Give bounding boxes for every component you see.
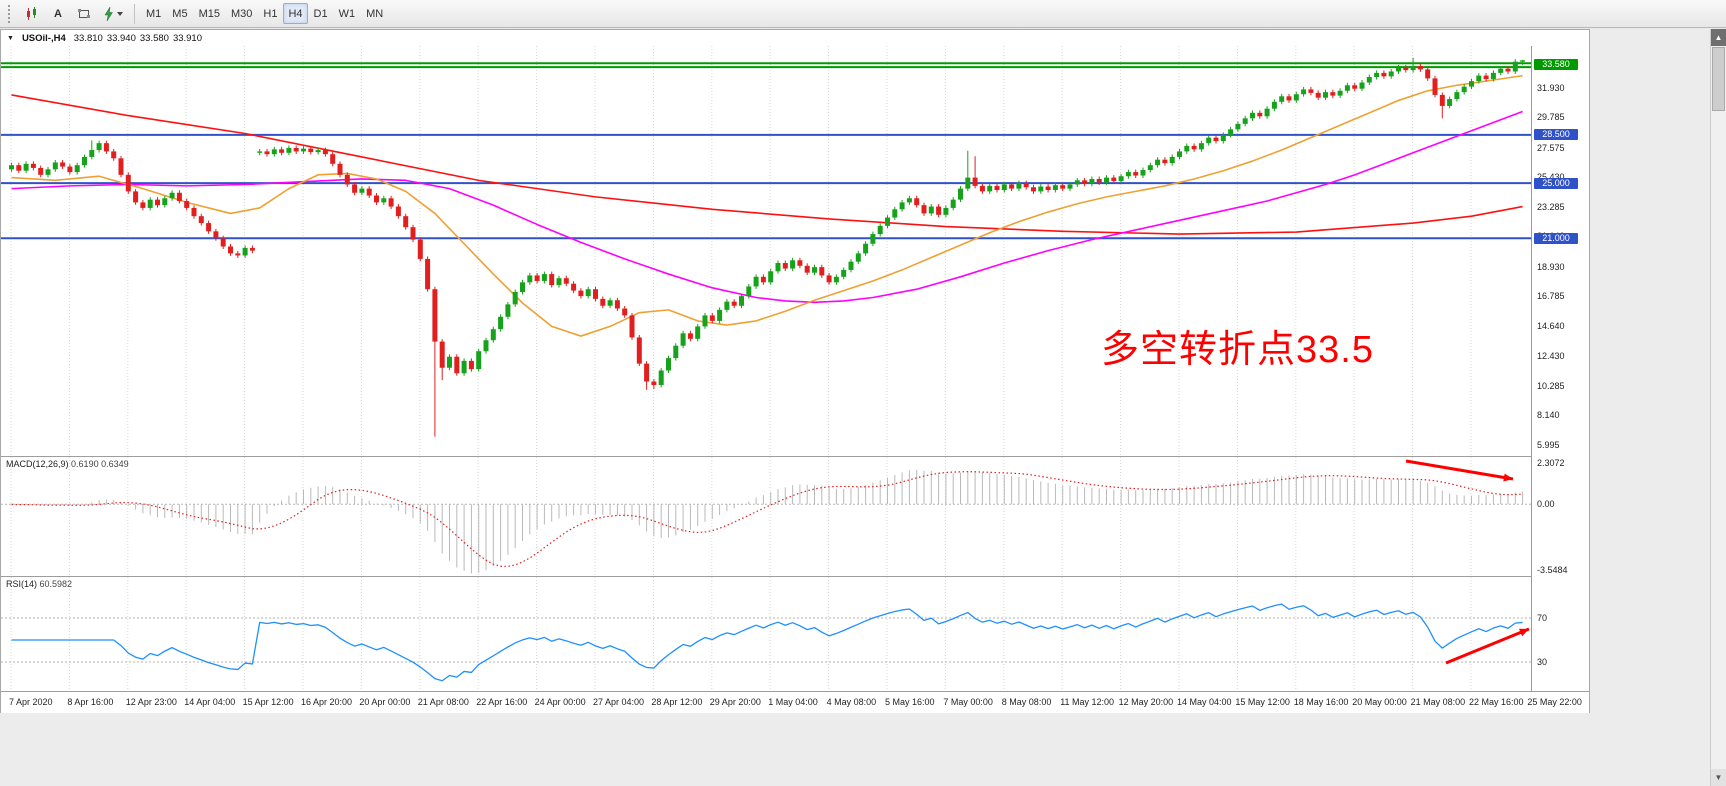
timeframe-button-D1[interactable]: D1 xyxy=(313,7,328,20)
date-label: 11 May 12:00 xyxy=(1060,697,1115,707)
pane-separator[interactable] xyxy=(1,576,1589,577)
frame-select-icon xyxy=(77,8,91,20)
date-label: 5 May 16:00 xyxy=(885,697,935,707)
date-label: 4 May 08:00 xyxy=(826,697,877,707)
price-tick-label: 29.785 xyxy=(1537,112,1565,123)
date-label: 28 Apr 12:00 xyxy=(651,697,703,707)
date-label: 22 May 16:00 xyxy=(1469,697,1524,707)
current-price-label: 33.580 xyxy=(1534,59,1578,71)
chart-symbol-timeframe: USOil-,H4 xyxy=(21,32,66,44)
rsi-chart[interactable] xyxy=(1,577,1531,691)
date-label: 22 Apr 16:00 xyxy=(476,697,528,707)
toolbar-grip[interactable] xyxy=(8,4,14,23)
bar-close-value: 33.910 xyxy=(172,32,202,44)
timeframe-toolbar: M1 M5 M15 M30 H1 H4 D1 W1 MN xyxy=(141,3,388,24)
price-tick-label: 25.430 xyxy=(1537,172,1565,182)
candlestick-chart[interactable] xyxy=(1,46,1531,456)
hline-price-label: 21.000 xyxy=(1534,232,1578,244)
date-axis[interactable]: 7 Apr 2020 8 Apr 16:00 12 Apr 23:00 14 Apr … xyxy=(1,692,1589,713)
price-tick-label: 31.930 xyxy=(1537,82,1565,93)
chevron-down-icon xyxy=(117,11,123,16)
date-label: 24 Apr 00:00 xyxy=(534,697,586,707)
price-tick-label: 8.140 xyxy=(1537,410,1560,421)
bar-high-value: 33.940 xyxy=(106,32,136,44)
date-label: 16 Apr 20:00 xyxy=(301,697,353,707)
price-tick-label: 12.430 xyxy=(1537,351,1565,362)
date-label: 7 Apr 2020 xyxy=(9,697,53,707)
scroll-down-icon[interactable]: ▼ xyxy=(1711,769,1726,786)
timeframe-button-M5[interactable]: M5 xyxy=(172,7,188,20)
candlestick-chart-icon xyxy=(25,6,39,21)
macd-chart[interactable] xyxy=(1,457,1531,576)
date-label: 15 May 12:00 xyxy=(1235,697,1290,707)
date-label: 15 Apr 12:00 xyxy=(242,697,294,707)
chart-window: ▼ USOil-,H4 33.810 33.940 33.580 33.910 … xyxy=(0,29,1590,713)
macd-axis-label: -3.5484 xyxy=(1537,565,1568,575)
one-click-trading-button[interactable] xyxy=(98,3,128,24)
date-label: 29 Apr 20:00 xyxy=(709,697,761,707)
date-label: 14 May 04:00 xyxy=(1177,697,1232,707)
date-label: 1 May 04:00 xyxy=(768,697,818,707)
hline-price-label: 25.000 xyxy=(1534,177,1578,189)
date-label: 7 May 00:00 xyxy=(943,697,993,707)
lightning-icon xyxy=(103,6,114,21)
new-chart-button[interactable] xyxy=(20,3,44,24)
date-label: 12 May 20:00 xyxy=(1118,697,1174,707)
scroll-up-icon[interactable]: ▲ xyxy=(1711,29,1726,46)
vertical-scrollbar[interactable]: ▲ ▼ xyxy=(1710,29,1726,786)
timeframe-button-H4[interactable]: H4 xyxy=(283,3,308,24)
price-chart-pane[interactable]: 多空转折点33.5 xyxy=(1,46,1531,456)
timeframe-button-H1[interactable]: H1 xyxy=(263,7,278,20)
date-label: 14 Apr 04:00 xyxy=(184,697,236,707)
rsi-title: RSI(14) 60.5982 xyxy=(6,579,73,589)
price-axis[interactable]: 31.93029.78527.57525.43023.28521.14018.9… xyxy=(1531,46,1589,691)
date-label: 20 Apr 00:00 xyxy=(359,697,411,707)
date-label: 21 Apr 08:00 xyxy=(417,697,469,707)
annotate-button[interactable]: A xyxy=(46,3,70,24)
annotation-text[interactable]: 多空转折点33.5 xyxy=(1101,329,1374,371)
price-tick-label: 18.930 xyxy=(1537,261,1565,272)
bar-low-value: 33.580 xyxy=(139,32,169,44)
timeframe-button-W1[interactable]: W1 xyxy=(338,7,356,20)
date-label: 12 Apr 23:00 xyxy=(125,697,177,707)
date-label: 8 Apr 16:00 xyxy=(67,697,114,707)
date-label: 25 May 22:00 xyxy=(1527,697,1582,707)
date-label: 20 May 00:00 xyxy=(1352,697,1407,707)
timeframe-button-M30[interactable]: M30 xyxy=(230,7,253,20)
date-label: 27 Apr 04:00 xyxy=(593,697,645,707)
toolbar-separator xyxy=(134,3,135,24)
price-tick-label: 14.640 xyxy=(1537,320,1565,331)
chart-title-row: ▼ USOil-,H4 33.810 33.940 33.580 33.910 xyxy=(1,30,1589,46)
main-toolbar: A M1 M5 M15 M30 H1 H4 D1 W1 MN xyxy=(0,0,1726,28)
price-tick-label: 16.785 xyxy=(1537,291,1565,302)
rsi-axis-label: 70 xyxy=(1537,613,1548,623)
macd-indicator-pane[interactable]: MACD(12,26,9) 0.6190 0.6349 xyxy=(1,457,1531,576)
price-tick-label: 10.285 xyxy=(1537,380,1565,391)
date-label: 18 May 16:00 xyxy=(1293,697,1349,707)
date-label: 8 May 08:00 xyxy=(1001,697,1052,707)
price-tick-label: 23.285 xyxy=(1537,201,1565,212)
pane-separator xyxy=(1,691,1589,692)
timeframe-button-M15[interactable]: M15 xyxy=(198,7,220,20)
one-click-collapse-icon[interactable]: ▼ xyxy=(7,34,14,42)
pane-separator[interactable] xyxy=(1,456,1589,457)
rsi-axis-label: 30 xyxy=(1537,657,1548,667)
annotate-label: A xyxy=(54,7,62,20)
hline-price-label: 28.500 xyxy=(1534,129,1578,141)
rsi-indicator-pane[interactable]: RSI(14) 60.5982 xyxy=(1,577,1531,691)
scrollbar-thumb[interactable] xyxy=(1712,47,1725,111)
workspace-background xyxy=(0,713,1710,786)
price-tick-label: 27.575 xyxy=(1537,142,1565,153)
bar-open-value: 33.810 xyxy=(73,32,103,44)
price-tick-label: 5.995 xyxy=(1537,439,1560,450)
macd-title: MACD(12,26,9) 0.6190 0.6349 xyxy=(6,459,129,469)
timeframe-button-MN[interactable]: MN xyxy=(366,7,384,20)
select-frame-button[interactable] xyxy=(72,3,96,24)
macd-axis-label: 2.3072 xyxy=(1537,458,1565,468)
macd-axis-label: 0.00 xyxy=(1537,499,1555,510)
timeframe-button-M1[interactable]: M1 xyxy=(146,7,162,20)
workspace-background xyxy=(1590,29,1710,786)
date-label: 21 May 08:00 xyxy=(1410,697,1466,707)
